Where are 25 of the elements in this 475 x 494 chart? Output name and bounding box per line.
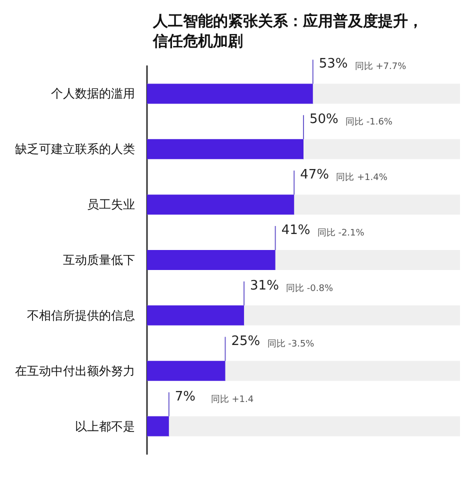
data-label: 53% [318,56,348,72]
y-tick-label: 互动质量低下 [63,253,135,267]
annotation: 同比 +1.4 [210,394,254,405]
y-tick-label: 个人数据的滥用 [51,86,135,101]
bar [147,360,226,381]
annotation: 同比 -0.8% [286,282,334,294]
y-tick-label: 不相信所提供的信息 [27,308,135,322]
y-tick-label: 缺乏可建立联系的人类 [15,142,135,156]
bar [147,416,169,436]
annotation: 同比 -1.6% [346,116,393,128]
annotation: 同比 -2.1% [317,228,365,238]
annotation: 同比 +1.4% [336,172,388,184]
bar [147,305,244,326]
chart-title: 人工智能的紧张关系：应用普及度提升，信任危机加剧 [152,12,423,50]
data-label: 7% [174,389,196,404]
y-tick-label: 员工失业 [87,198,135,212]
data-label: 41% [281,223,310,238]
data-label: 31% [250,278,279,294]
annotation: 同比 -3.5% [267,338,315,350]
annotation: 同比 +7.7% [354,61,407,72]
y-tick-label: 在互动中付出额外努力 [15,364,135,378]
data-label: 25% [231,334,260,349]
y-tick-label: 以上都不是 [75,419,135,434]
data-label: 50% [310,112,338,128]
data-label: 47% [300,168,330,183]
